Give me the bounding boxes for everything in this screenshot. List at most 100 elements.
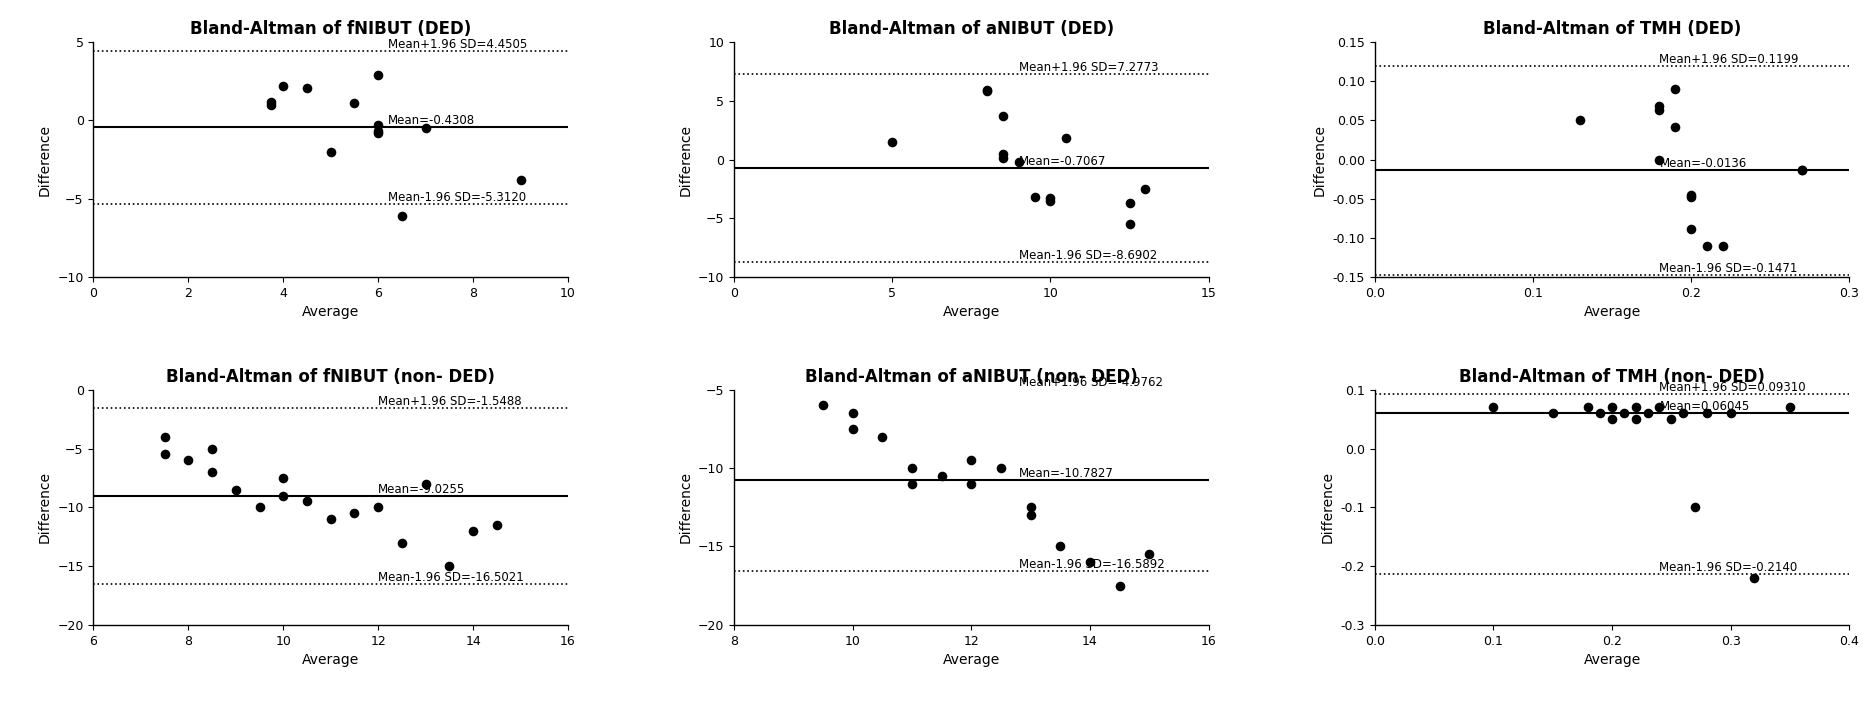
Point [1715, 408, 1745, 419]
Point [269, 490, 299, 501]
Text: Mean=-10.7827: Mean=-10.7827 [1018, 468, 1113, 480]
Y-axis label: Difference: Difference [1321, 471, 1336, 543]
Point [878, 136, 908, 147]
Point [1076, 557, 1106, 568]
Point [198, 443, 228, 454]
Point [1597, 402, 1627, 413]
Point [1016, 502, 1046, 513]
Point [245, 502, 275, 513]
Point [1608, 408, 1638, 419]
Point [362, 119, 392, 131]
Text: Mean-1.96 SD=-16.5021: Mean-1.96 SD=-16.5021 [377, 571, 523, 583]
Y-axis label: Difference: Difference [678, 124, 693, 196]
Point [1115, 197, 1145, 208]
Point [269, 472, 299, 484]
Point [988, 110, 1018, 121]
Title: Bland-Altman of fNIBUT (DED): Bland-Altman of fNIBUT (DED) [191, 20, 471, 38]
Point [1676, 223, 1705, 234]
Point [1130, 183, 1160, 194]
Point [269, 80, 299, 91]
Point [149, 449, 179, 460]
Point [1478, 402, 1507, 413]
X-axis label: Average: Average [303, 653, 359, 667]
Title: Bland-Altman of TMH (non- DED): Bland-Altman of TMH (non- DED) [1459, 368, 1765, 385]
Point [809, 400, 839, 411]
Point [506, 174, 536, 185]
Text: Mean+1.96 SD=-1.5488: Mean+1.96 SD=-1.5488 [377, 395, 521, 408]
Point [1104, 580, 1134, 591]
Title: Bland-Altman of aNIBUT (DED): Bland-Altman of aNIBUT (DED) [829, 20, 1113, 38]
Point [1692, 240, 1722, 251]
Point [362, 127, 392, 138]
X-axis label: Average: Average [943, 305, 999, 319]
Point [1661, 121, 1691, 132]
Point [1134, 549, 1164, 560]
X-axis label: Average: Average [943, 653, 999, 667]
Title: Bland-Altman of fNIBUT (non- DED): Bland-Altman of fNIBUT (non- DED) [166, 368, 495, 385]
Point [1633, 408, 1663, 419]
Point [1676, 192, 1705, 203]
Point [1586, 408, 1616, 419]
Point [837, 423, 867, 435]
Text: Mean=0.06045: Mean=0.06045 [1659, 400, 1750, 413]
Point [362, 69, 392, 81]
Point [1020, 192, 1050, 203]
Point [1657, 413, 1687, 425]
Title: Bland-Altman of aNIBUT (non- DED): Bland-Altman of aNIBUT (non- DED) [805, 368, 1138, 385]
Point [291, 82, 321, 93]
Point [1788, 164, 1818, 176]
Text: Mean-1.96 SD=-8.6902: Mean-1.96 SD=-8.6902 [1018, 249, 1156, 262]
Point [897, 478, 927, 489]
Point [1537, 408, 1567, 419]
Point [316, 513, 346, 524]
Point [1661, 84, 1691, 95]
Text: Mean+1.96 SD=0.1199: Mean+1.96 SD=0.1199 [1659, 53, 1799, 66]
Point [149, 431, 179, 442]
Point [316, 146, 346, 157]
Point [988, 148, 1018, 159]
Text: Mean-1.96 SD=-0.1471: Mean-1.96 SD=-0.1471 [1659, 262, 1797, 274]
Text: Mean+1.96 SD=0.09310: Mean+1.96 SD=0.09310 [1659, 381, 1806, 394]
Point [1644, 402, 1674, 413]
Point [837, 408, 867, 419]
Text: Mean-1.96 SD=-0.2140: Mean-1.96 SD=-0.2140 [1659, 562, 1797, 574]
Text: Mean=-0.0136: Mean=-0.0136 [1659, 157, 1747, 171]
Point [256, 99, 286, 110]
Point [1679, 502, 1709, 513]
Point [1573, 402, 1603, 413]
Text: Mean=-9.0255: Mean=-9.0255 [377, 483, 465, 496]
Point [1707, 240, 1737, 251]
Text: Mean-1.96 SD=-16.5892: Mean-1.96 SD=-16.5892 [1018, 558, 1164, 571]
Point [986, 463, 1016, 474]
Point [482, 519, 512, 531]
Point [340, 508, 370, 519]
Point [1644, 154, 1674, 165]
Point [362, 502, 392, 513]
X-axis label: Average: Average [1584, 305, 1640, 319]
Text: Mean+1.96 SD=7.2773: Mean+1.96 SD=7.2773 [1018, 61, 1158, 74]
Point [411, 478, 441, 489]
Point [198, 466, 228, 477]
Point [435, 560, 465, 571]
Point [458, 525, 488, 536]
Point [1046, 541, 1076, 552]
X-axis label: Average: Average [303, 305, 359, 319]
Y-axis label: Difference: Difference [37, 124, 52, 196]
Text: Mean+1.96 SD=-4.9762: Mean+1.96 SD=-4.9762 [1018, 376, 1162, 390]
Point [867, 431, 897, 442]
Title: Bland-Altman of TMH (DED): Bland-Altman of TMH (DED) [1483, 20, 1741, 38]
Point [387, 537, 417, 548]
Point [1788, 164, 1818, 176]
Point [1035, 193, 1065, 204]
Text: Mean-1.96 SD=-5.3120: Mean-1.96 SD=-5.3120 [389, 191, 525, 204]
Point [1676, 190, 1705, 201]
Point [1739, 572, 1769, 583]
Point [1644, 105, 1674, 116]
Point [971, 85, 1001, 96]
Y-axis label: Difference: Difference [37, 471, 52, 543]
Point [1692, 408, 1722, 419]
Point [362, 126, 392, 137]
Point [971, 86, 1001, 97]
Point [1565, 115, 1595, 126]
Point [387, 211, 417, 222]
